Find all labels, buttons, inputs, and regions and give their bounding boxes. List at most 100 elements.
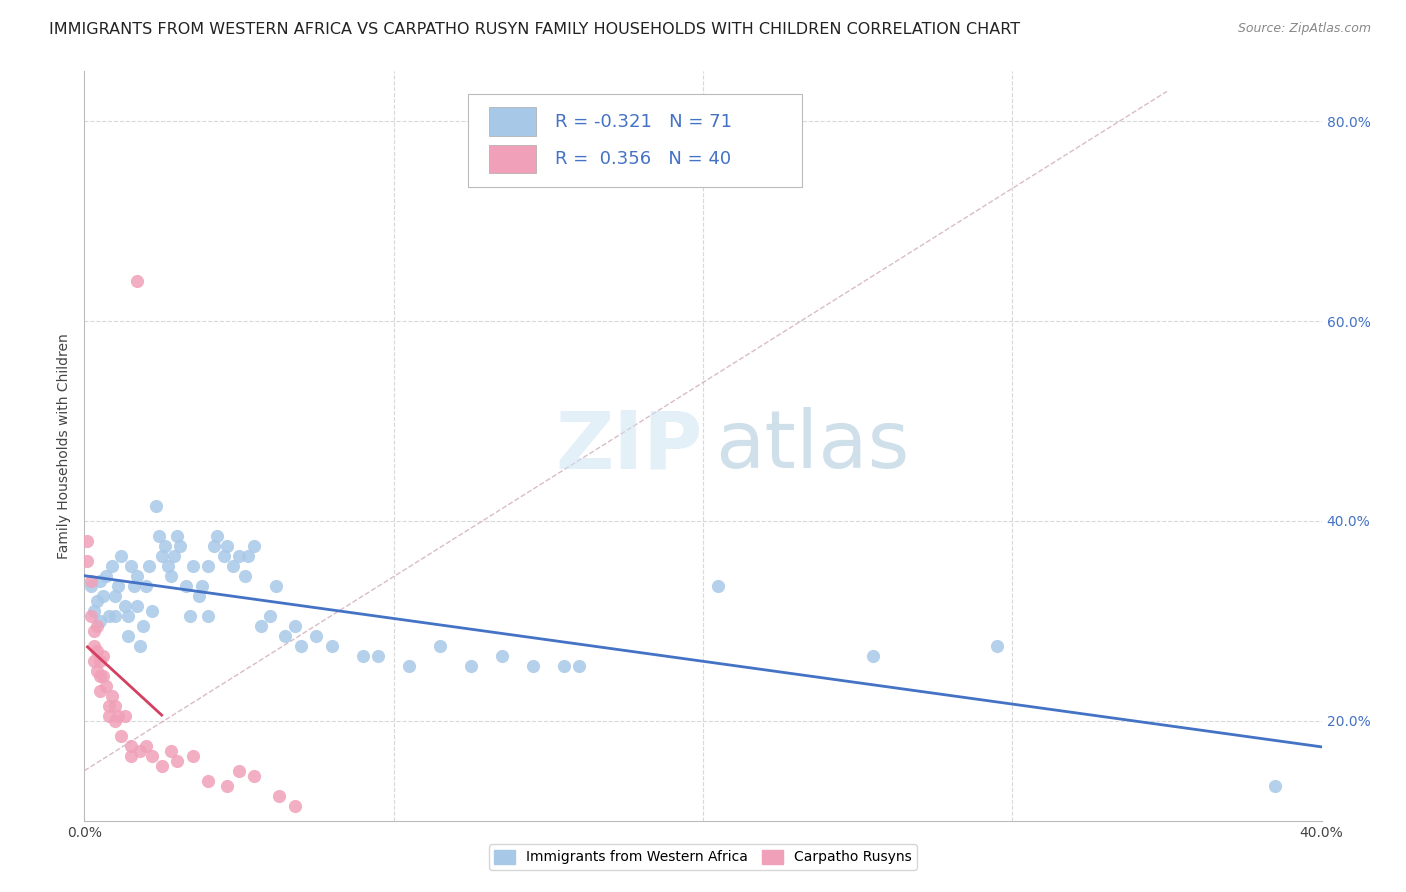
Point: [197, 608, 219, 623]
Point: [141, 748, 163, 763]
Point: [104, 714, 127, 728]
Point: [94, 569, 117, 583]
Text: atlas: atlas: [716, 407, 910, 485]
Point: [707, 579, 730, 593]
Point: [163, 549, 186, 563]
Point: [86, 594, 108, 608]
Point: [98, 708, 121, 723]
Point: [862, 648, 884, 663]
Legend: Immigrants from Western Africa, Carpatho Rusyns: Immigrants from Western Africa, Carpatho…: [489, 844, 917, 870]
Point: [83, 639, 105, 653]
Point: [83, 604, 105, 618]
Point: [117, 629, 139, 643]
Point: [222, 558, 245, 573]
Point: [125, 569, 148, 583]
Point: [197, 773, 219, 788]
Point: [110, 549, 132, 563]
Point: [290, 639, 312, 653]
Point: [91, 669, 114, 683]
Point: [352, 648, 374, 663]
Point: [986, 639, 1008, 653]
Point: [104, 608, 127, 623]
Point: [202, 539, 225, 553]
Point: [1264, 779, 1286, 793]
Point: [107, 708, 129, 723]
Point: [138, 558, 160, 573]
Point: [145, 499, 167, 513]
Point: [125, 599, 148, 613]
Point: [135, 739, 157, 753]
Point: [150, 549, 173, 563]
Point: [284, 798, 307, 813]
Point: [129, 639, 152, 653]
Point: [91, 648, 114, 663]
Point: [367, 648, 389, 663]
Point: [86, 644, 108, 658]
Point: [553, 658, 575, 673]
Point: [79, 574, 101, 588]
Point: [98, 608, 121, 623]
Point: [94, 679, 117, 693]
Point: [120, 558, 142, 573]
Point: [191, 579, 214, 593]
Point: [243, 769, 266, 783]
Point: [166, 754, 188, 768]
Point: [156, 558, 179, 573]
Point: [238, 549, 260, 563]
Point: [160, 744, 183, 758]
Point: [249, 619, 271, 633]
Point: [274, 629, 297, 643]
Point: [141, 604, 163, 618]
Point: [117, 608, 139, 623]
Point: [215, 779, 238, 793]
Point: [187, 589, 209, 603]
Point: [135, 579, 157, 593]
Point: [398, 658, 420, 673]
Bar: [489, 107, 536, 136]
Point: [104, 698, 127, 713]
Point: [160, 569, 183, 583]
Point: [153, 539, 176, 553]
Point: [79, 579, 101, 593]
Point: [125, 274, 148, 288]
Point: [122, 579, 145, 593]
Point: [89, 683, 111, 698]
Point: [101, 558, 124, 573]
Point: [197, 558, 219, 573]
Point: [120, 748, 142, 763]
Text: R = -0.321   N = 71: R = -0.321 N = 71: [554, 112, 731, 130]
Point: [83, 624, 105, 638]
Point: [207, 529, 229, 543]
Point: [215, 539, 238, 553]
Point: [129, 744, 152, 758]
Point: [148, 529, 170, 543]
Point: [104, 589, 127, 603]
Point: [491, 648, 513, 663]
Point: [179, 608, 201, 623]
Point: [83, 654, 105, 668]
Point: [89, 574, 111, 588]
Point: [89, 669, 111, 683]
Text: ZIP: ZIP: [555, 407, 703, 485]
Point: [86, 664, 108, 678]
Point: [176, 579, 198, 593]
Point: [98, 698, 121, 713]
Point: [79, 608, 101, 623]
Point: [114, 599, 136, 613]
Point: [101, 689, 124, 703]
Point: [89, 654, 111, 668]
Point: [120, 739, 142, 753]
Point: [321, 639, 343, 653]
Point: [233, 569, 256, 583]
Point: [150, 758, 173, 772]
Point: [114, 708, 136, 723]
Point: [305, 629, 328, 643]
Text: R =  0.356   N = 40: R = 0.356 N = 40: [554, 150, 731, 168]
Point: [228, 764, 250, 778]
Y-axis label: Family Households with Children: Family Households with Children: [58, 333, 72, 559]
Point: [91, 589, 114, 603]
Point: [181, 748, 204, 763]
Text: Source: ZipAtlas.com: Source: ZipAtlas.com: [1237, 22, 1371, 36]
Point: [212, 549, 235, 563]
FancyBboxPatch shape: [468, 94, 801, 187]
